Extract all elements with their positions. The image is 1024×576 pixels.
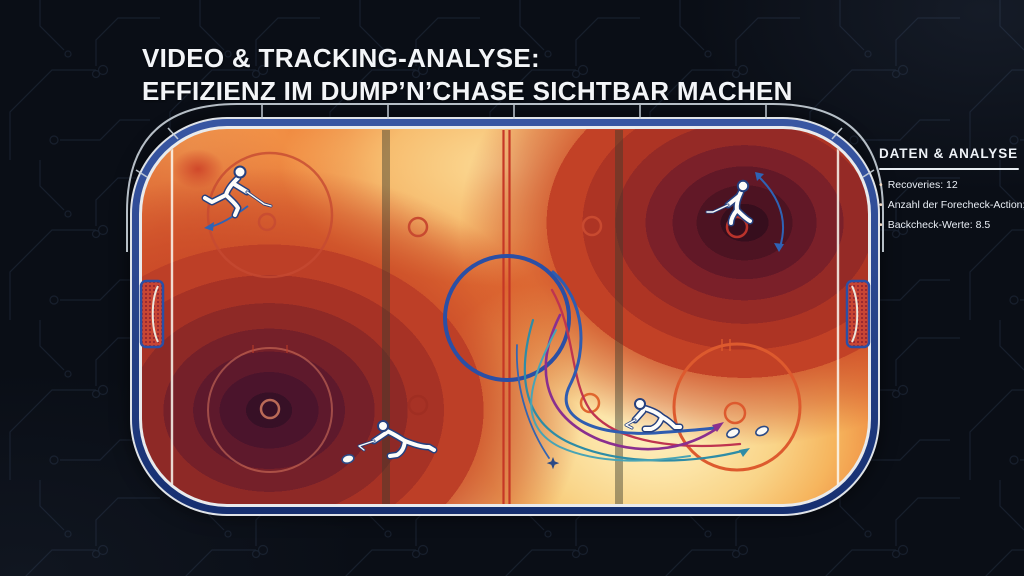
puck-icon	[755, 425, 769, 437]
player-motion-arrows	[204, 172, 784, 252]
trajectory-star-path	[515, 344, 550, 459]
player-figure-bottom-left	[357, 420, 438, 460]
players	[201, 165, 754, 460]
trajectory-teal-2	[530, 329, 691, 462]
center-red-line	[502, 130, 511, 504]
bullet-icon: •	[879, 179, 883, 191]
trajectory-curves	[515, 270, 750, 462]
trajectory-purple	[544, 313, 718, 451]
faceoff-circle-bottom-right	[672, 339, 802, 472]
goal-net-left	[139, 279, 165, 349]
data-panel-header: DATEN & ANALYSE	[879, 146, 1019, 161]
title-line-2: EFFIZIENZ IM DUMP’N’CHASE SICHTBAR MACHE…	[142, 75, 793, 106]
star-marker	[546, 457, 560, 470]
arrowhead-top-left	[204, 222, 214, 231]
stat-label: Recoveries: 12	[887, 179, 958, 191]
bullet-icon: •	[879, 219, 883, 231]
arrowhead-top-right-top	[755, 172, 764, 181]
stat-label: Anzahl der Forecheck-Action: 45	[887, 199, 1024, 211]
data-panel-list: • Recoveries: 12 • Anzahl der Forecheck-…	[879, 179, 1024, 231]
pucks	[341, 425, 769, 464]
blue-lines	[382, 130, 623, 504]
stat-backcheck: • Backcheck-Werte: 8.5	[879, 219, 1024, 231]
goal-net-right	[845, 279, 871, 349]
arrowhead-top-right-bottom	[774, 243, 784, 252]
neutral-dot-bottom-right	[579, 392, 601, 414]
trajectory-blue-thick	[551, 270, 716, 435]
bullet-icon: •	[879, 199, 883, 211]
data-panel: DATEN & ANALYSE • Recoveries: 12 • Anzah…	[879, 146, 1024, 239]
rink-boards-outline	[130, 117, 880, 516]
player-figure-top-left	[201, 165, 273, 219]
arrow-top-left-player	[209, 205, 249, 228]
neutral-dot-bottom-left	[407, 394, 429, 416]
arrowhead-purple	[712, 422, 724, 432]
title-line-1: VIDEO & TRACKING-ANALYSE:	[142, 43, 541, 74]
goal-lines	[170, 130, 840, 504]
faceoff-dot-top-right	[725, 215, 749, 239]
puck-icon	[341, 454, 355, 464]
puck-icon	[726, 427, 740, 439]
arrow-top-right-player	[756, 174, 784, 248]
stat-label: Backcheck-Werte: 8.5	[887, 219, 991, 231]
stat-forecheck-actions: • Anzahl der Forecheck-Action: 45	[879, 199, 1024, 211]
data-panel-divider	[879, 168, 1019, 170]
ice-heatmap	[142, 129, 868, 504]
page-title: VIDEO & TRACKING-ANALYSE: EFFIZIENZ IM D…	[142, 42, 793, 106]
stat-recoveries: • Recoveries: 12	[879, 179, 1024, 191]
faceoff-circle-bottom-left	[207, 345, 333, 473]
player-figure-bottom-right	[624, 398, 684, 433]
arrowhead-teal	[739, 448, 750, 457]
faceoff-circle-top-left	[206, 151, 334, 279]
glass-band	[126, 103, 884, 252]
center-circle	[443, 254, 571, 382]
trajectory-teal	[523, 318, 744, 462]
trajectory-crimson	[550, 288, 742, 448]
neutral-dot-top-left	[407, 216, 429, 238]
player-figure-top-right	[705, 179, 754, 227]
neutral-dot-top-right	[581, 215, 603, 237]
